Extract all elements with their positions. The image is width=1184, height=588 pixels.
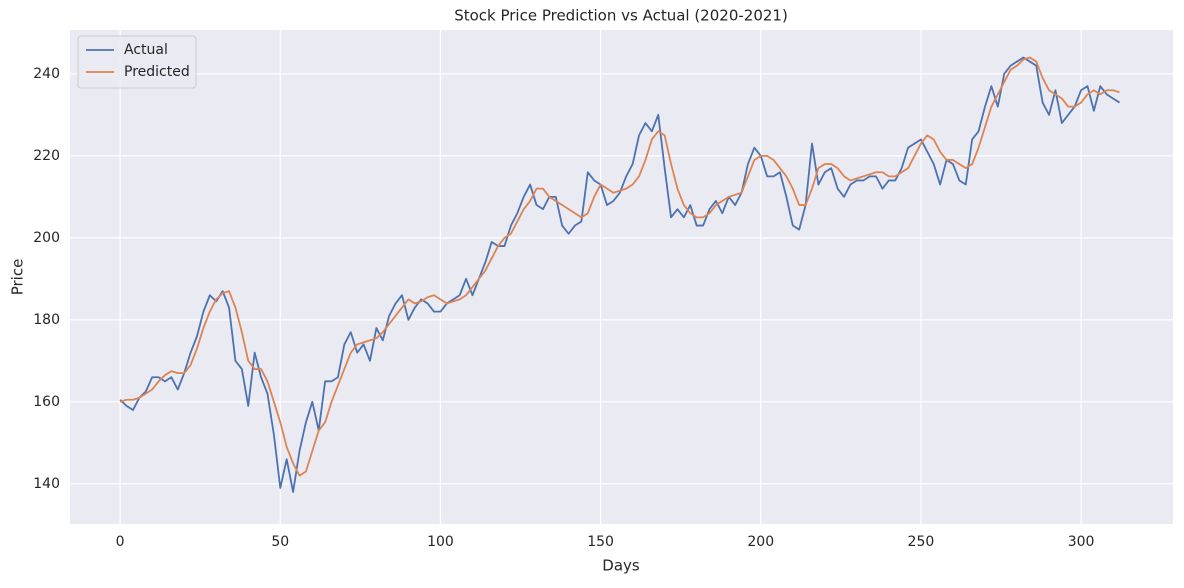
y-axis-label: Price xyxy=(9,259,27,296)
series-line xyxy=(119,56,1120,493)
legend-label: Predicted xyxy=(124,64,190,80)
legend-label: Actual xyxy=(124,42,168,58)
x-tick-label: 100 xyxy=(427,534,454,550)
y-tick-label: 180 xyxy=(33,312,60,328)
y-tick-label: 240 xyxy=(33,66,60,82)
y-tick-label: 220 xyxy=(33,148,60,164)
x-tick-label: 200 xyxy=(747,534,774,550)
series-line xyxy=(119,56,1120,477)
chart-title: Stock Price Prediction vs Actual (2020-2… xyxy=(454,7,788,25)
plot-area xyxy=(70,30,1173,524)
x-tick-label: 50 xyxy=(271,534,289,550)
x-axis-label: Days xyxy=(602,557,640,575)
y-tick-label: 140 xyxy=(33,476,60,492)
y-tick-label: 200 xyxy=(33,230,60,246)
x-tick-label: 250 xyxy=(908,534,935,550)
y-tick-label: 160 xyxy=(33,394,60,410)
legend-box xyxy=(77,35,197,89)
x-tick-label: 300 xyxy=(1068,534,1095,550)
x-tick-label: 0 xyxy=(116,534,125,550)
x-tick-label: 150 xyxy=(587,534,614,550)
